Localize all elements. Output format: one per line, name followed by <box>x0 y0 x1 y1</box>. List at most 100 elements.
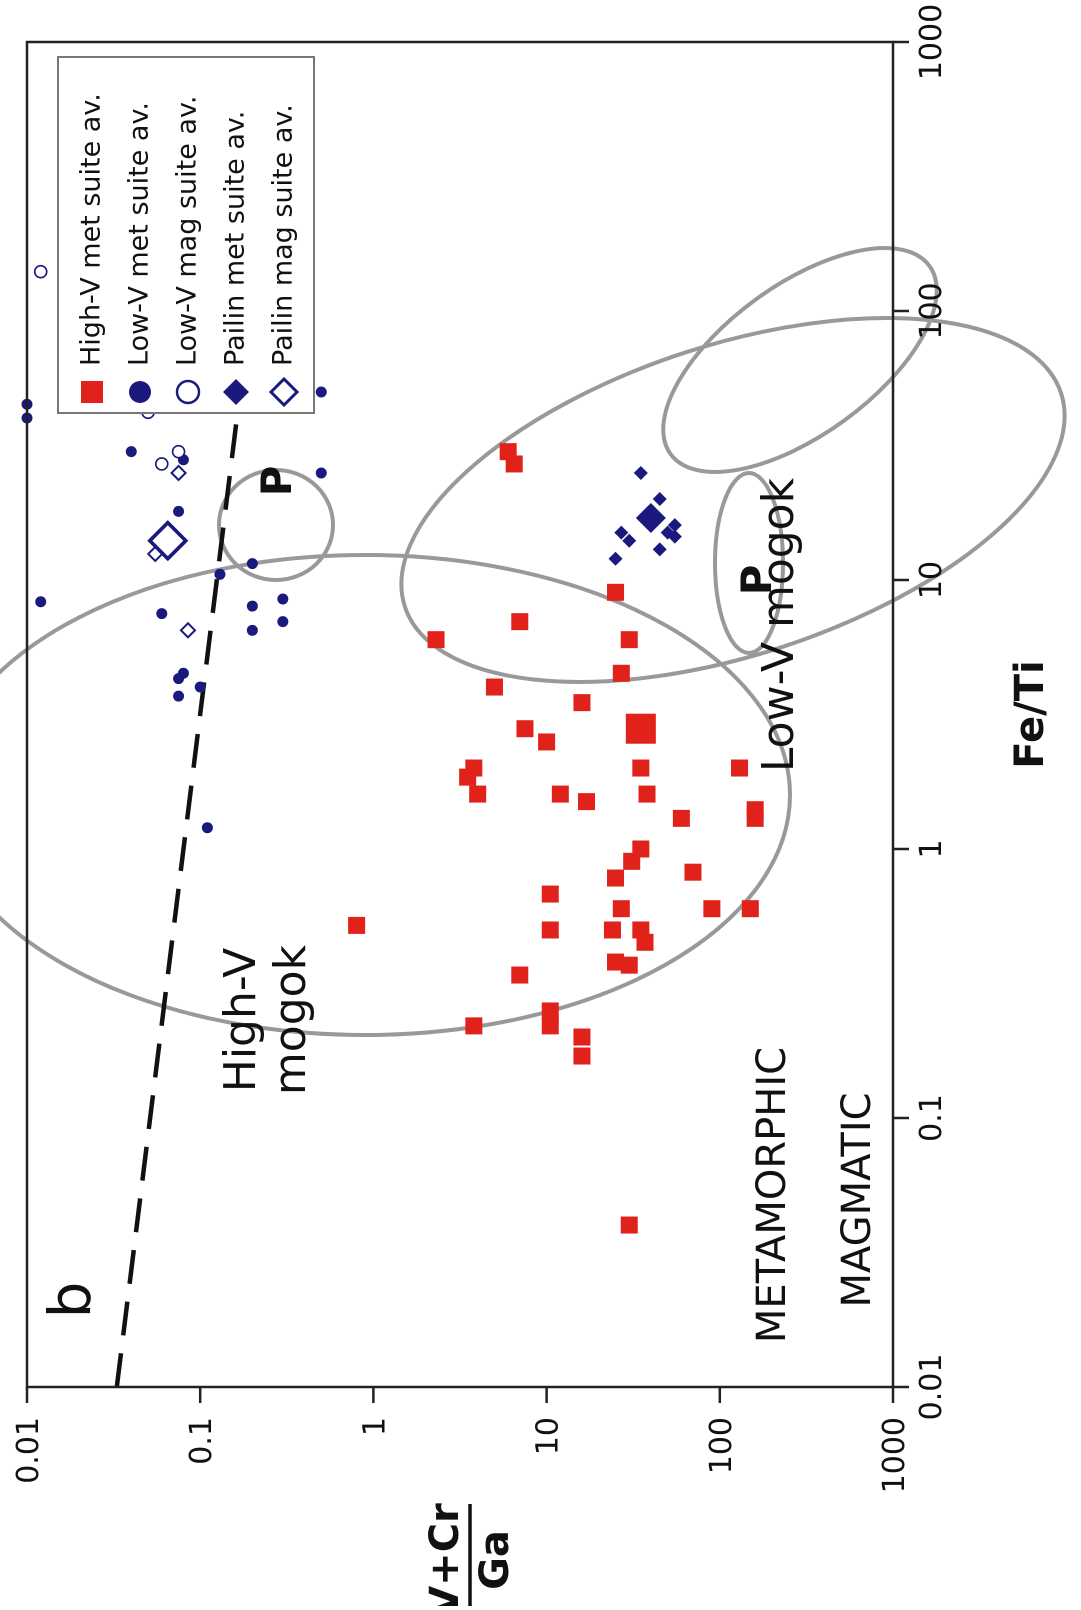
point-s1-9 <box>35 596 47 608</box>
legend-label-4: Pailin mag suite av. <box>268 104 299 366</box>
point-s3-6 <box>667 518 682 533</box>
legend-box <box>57 56 315 414</box>
point-s0-31 <box>465 759 483 777</box>
point-s1-1 <box>173 690 185 702</box>
point-s0-6 <box>511 966 529 984</box>
x-tick-label-4: 100 <box>914 282 949 339</box>
point-s0-19 <box>684 863 702 881</box>
metamorphic-magmatic-divider <box>114 391 243 1388</box>
point-s0-13 <box>348 916 366 934</box>
x-axis-label: Fe/Ti <box>1007 660 1053 768</box>
point-s0-27 <box>551 785 569 803</box>
y-tick-label-4: 100 <box>704 1417 739 1474</box>
point-s3-1 <box>652 542 667 557</box>
average-point-s3 <box>635 503 666 534</box>
legend: High-V met suite av. Low-V met suite av. L… <box>57 56 315 414</box>
y-tick-label-0: 0.01 <box>11 1417 46 1484</box>
region-pailin-mag-ellipse <box>713 471 785 655</box>
point-s4-0 <box>179 621 197 639</box>
point-s0-5 <box>465 1017 483 1035</box>
legend-label-1: Low-V met suite av. <box>124 102 155 366</box>
point-s0-36 <box>485 678 503 696</box>
point-s0-23 <box>746 801 764 819</box>
point-s0-28 <box>469 785 487 803</box>
point-s0-43 <box>499 443 517 461</box>
point-s4-2 <box>170 464 187 482</box>
region-label-pailin-met: P <box>252 466 301 497</box>
point-s0-33 <box>538 733 556 751</box>
legend-label-3: Pailin met suite av. <box>220 111 251 366</box>
point-s2-0 <box>154 457 169 471</box>
point-s3-0 <box>608 551 623 566</box>
point-s0-38 <box>620 631 638 649</box>
point-s1-2 <box>194 681 206 693</box>
point-s0-17 <box>541 885 559 903</box>
y-tick-label-2: 1 <box>357 1417 392 1436</box>
point-s3-4 <box>660 525 675 540</box>
point-s3-5 <box>614 525 629 540</box>
y-tick-label-1: 0.1 <box>184 1417 219 1465</box>
legend-symbol-4 <box>268 376 300 408</box>
region-high-v-ellipse <box>0 553 792 1037</box>
point-s0-0 <box>620 1216 638 1234</box>
point-s1-10 <box>156 608 168 620</box>
x-tick-label-0: 0.01 <box>914 1354 949 1421</box>
point-s0-15 <box>612 900 630 918</box>
region-label-high-v-line1: High-V <box>215 948 266 1093</box>
point-s0-7 <box>620 956 638 974</box>
regions-layer <box>0 246 1067 1037</box>
legend-symbol-3 <box>223 379 249 405</box>
legend-label-0: High-V met suite av. <box>76 93 107 366</box>
point-s0-1 <box>573 1047 591 1065</box>
average-point-s4 <box>147 520 189 562</box>
point-s1-5 <box>246 624 258 636</box>
x-tick-label-5: 1000 <box>914 4 949 80</box>
point-s0-26 <box>638 785 656 803</box>
legend-symbol-2 <box>175 379 201 405</box>
point-s1-0 <box>201 822 213 834</box>
divider-label-magmatic: MAGMATIC <box>834 1092 880 1307</box>
region-pailin-met-ellipse <box>217 468 335 582</box>
point-s0-25 <box>578 793 596 811</box>
point-s0-16 <box>703 900 721 918</box>
x-tick-label-1: 0.1 <box>914 1094 949 1142</box>
region-label-high-v-line2: mogok <box>265 944 316 1095</box>
x-tick-label-2: 1 <box>914 839 949 858</box>
point-s1-13 <box>173 505 185 517</box>
y-axis-label: V+Cr Ga <box>422 1503 518 1610</box>
axes-layer: 0.01 0.1 1 10 100 1000 Fe/Ti 0.01 0.1 1 10 100 1000 V… <box>11 4 1053 1610</box>
point-s0-18 <box>607 869 625 887</box>
divider-label-metamorphic: METAMORPHIC <box>749 1047 795 1343</box>
point-s0-39 <box>427 631 445 649</box>
legend-symbol-1 <box>129 381 151 403</box>
point-s0-37 <box>612 664 630 682</box>
legend-label-2: Low-V mag suite av. <box>172 96 203 366</box>
point-s2-1 <box>171 444 186 459</box>
point-s1-6 <box>277 616 289 628</box>
point-s0-8 <box>607 953 625 971</box>
point-s3-2 <box>622 533 637 548</box>
divider-layer <box>114 391 243 1388</box>
point-s0-4 <box>541 1002 559 1020</box>
point-s1-19 <box>315 386 327 398</box>
y-axis-label-denominator: Ga <box>472 1530 518 1590</box>
point-s0-40 <box>511 613 529 631</box>
point-s3-8 <box>652 492 667 507</box>
x-tick-label-3: 10 <box>914 561 949 599</box>
y-tick-label-5: 1000 <box>877 1417 912 1493</box>
point-s1-12 <box>246 558 258 570</box>
average-point-s0 <box>625 713 656 744</box>
region-low-v-ellipse <box>399 316 1067 684</box>
point-s0-11 <box>603 921 621 939</box>
region-label-high-v: High-V mogok <box>215 944 316 1095</box>
point-s0-2 <box>573 1028 591 1046</box>
point-s1-8 <box>277 593 289 605</box>
plot-frame <box>25 40 895 1389</box>
panel-label: b <box>36 1282 104 1319</box>
point-s1-11 <box>214 568 226 580</box>
point-s0-41 <box>607 583 625 601</box>
point-s1-16 <box>125 446 137 458</box>
point-s0-14 <box>741 900 759 918</box>
